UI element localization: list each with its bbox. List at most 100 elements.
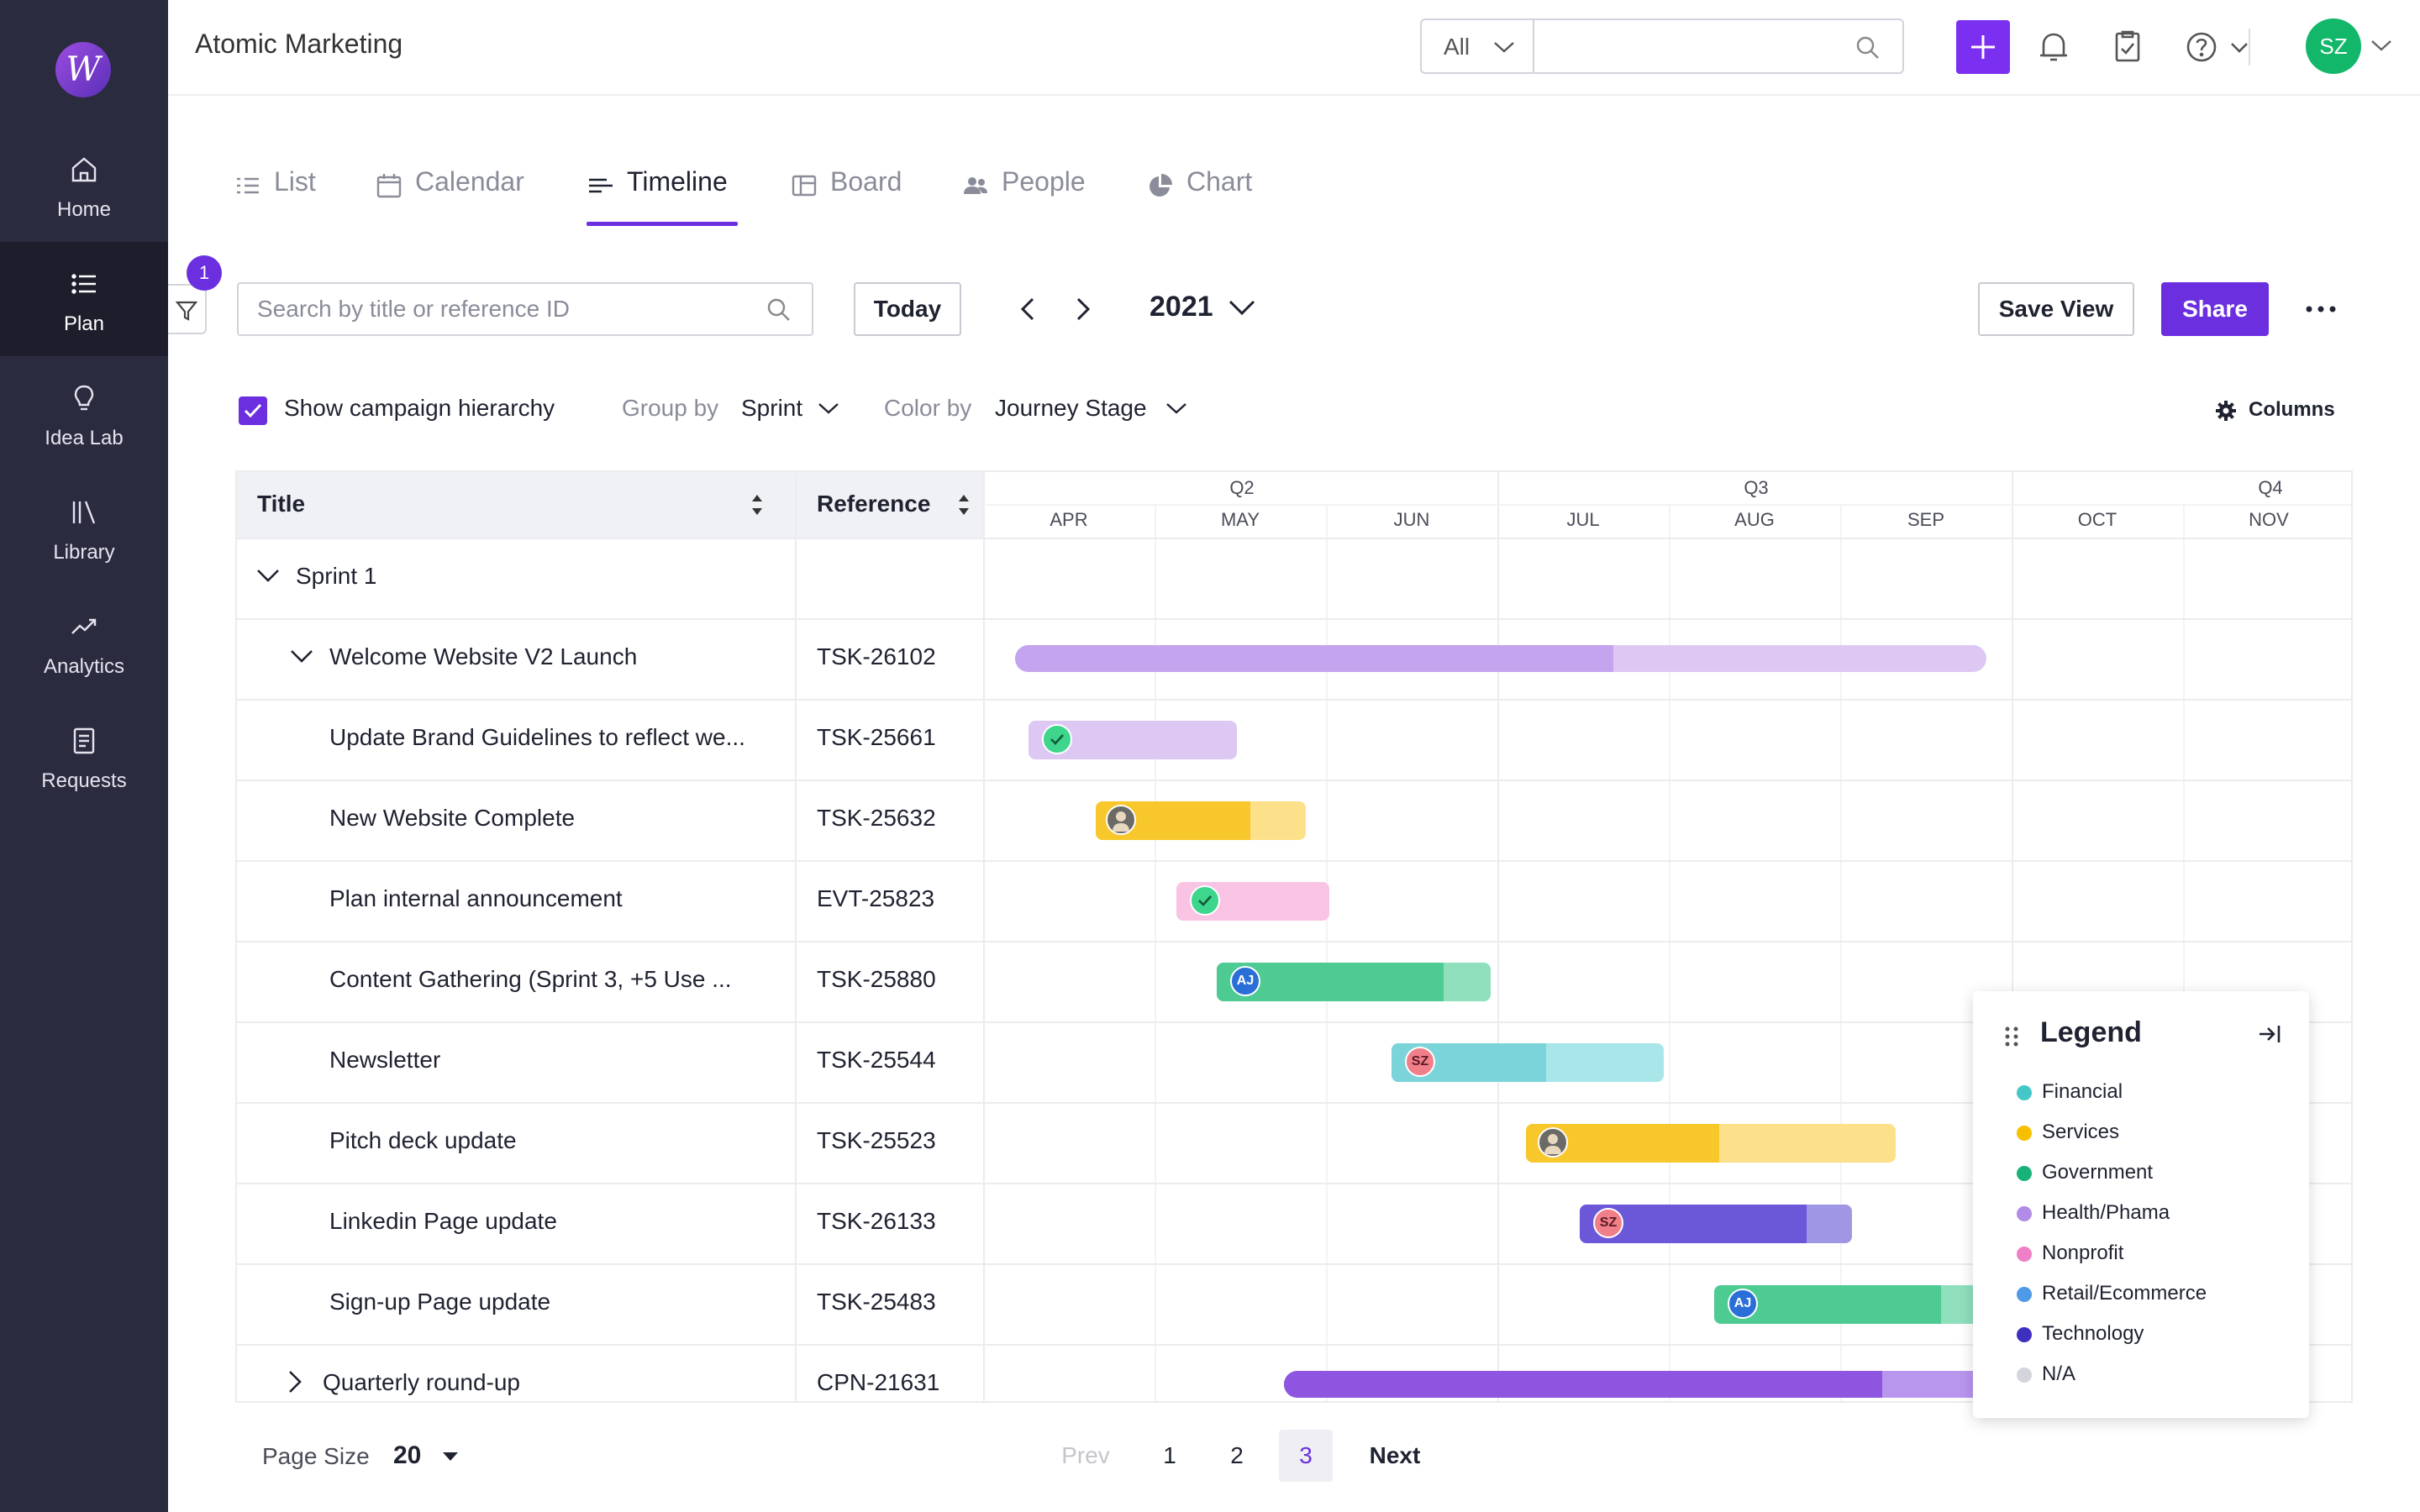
chevron-down-icon[interactable] xyxy=(817,400,840,417)
next-page-button[interactable]: Next xyxy=(1369,1442,1421,1468)
chevron-down-icon[interactable] xyxy=(255,566,281,585)
header-subdivider xyxy=(983,504,2351,506)
timeline-bar[interactable] xyxy=(1392,1043,1664,1082)
timeline-bar[interactable] xyxy=(1526,1124,1896,1163)
help-icon[interactable] xyxy=(2183,25,2254,69)
row-title[interactable]: Newsletter xyxy=(329,1047,441,1073)
month-label: OCT xyxy=(2077,509,2118,530)
board-icon xyxy=(792,175,817,197)
search-icon xyxy=(767,298,790,321)
row-reference: TSK-25523 xyxy=(817,1127,936,1153)
column-divider xyxy=(795,472,797,1401)
row-title[interactable]: New Website Complete xyxy=(329,805,576,831)
chevron-down-icon[interactable] xyxy=(289,647,314,665)
sort-icon[interactable] xyxy=(956,492,971,517)
timeline-bar[interactable] xyxy=(1015,645,1986,672)
user-avatar[interactable]: SZ xyxy=(2306,18,2361,74)
row-divider xyxy=(237,941,2351,942)
page-size-select[interactable]: 20 xyxy=(393,1441,422,1469)
timeline-search xyxy=(237,282,813,336)
drag-handle-icon[interactable] xyxy=(2003,1025,2020,1048)
tab-people[interactable]: People xyxy=(961,165,1096,227)
row-title[interactable]: Sign-up Page update xyxy=(329,1289,551,1315)
month-label: APR xyxy=(1050,509,1088,530)
sidebar-item-idea-lab[interactable]: Idea Lab xyxy=(0,356,168,470)
sidebar-item-label: Home xyxy=(56,198,112,221)
timeline-search-input[interactable] xyxy=(257,292,728,326)
timeline-bar[interactable] xyxy=(1284,1371,2040,1398)
row-reference: TSK-25880 xyxy=(817,966,936,992)
task-list-icon[interactable] xyxy=(2106,25,2149,69)
row-title[interactable]: Update Brand Guidelines to reflect we... xyxy=(329,724,745,750)
app-logo[interactable]: W xyxy=(55,42,111,97)
timeline-grid: Title Reference Q2 Q3 Q4 APR MAY JUN JUL… xyxy=(235,470,2353,1403)
table-header xyxy=(237,472,985,538)
legend-swatch xyxy=(2017,1327,2032,1342)
collapse-panel-icon[interactable] xyxy=(2257,1021,2282,1047)
sort-icon[interactable] xyxy=(750,492,765,517)
complete-check-icon xyxy=(1042,724,1072,754)
chevron-down-icon[interactable] xyxy=(2370,37,2393,54)
sidebar-item-requests[interactable]: Requests xyxy=(0,699,168,813)
chevron-right-icon[interactable] xyxy=(286,1369,304,1394)
tab-board[interactable]: Board xyxy=(790,165,909,227)
bell-icon[interactable] xyxy=(2032,25,2075,69)
group-by-select[interactable]: Sprint xyxy=(741,395,803,421)
columns-button[interactable]: Columns xyxy=(2215,396,2349,425)
plus-icon xyxy=(1971,35,1995,59)
page-2-button[interactable]: 2 xyxy=(1230,1442,1244,1468)
month-divider xyxy=(1669,504,1670,1401)
month-label: AUG xyxy=(1734,509,1775,530)
header-divider xyxy=(168,94,2420,96)
today-button[interactable]: Today xyxy=(854,282,961,336)
prev-page-button[interactable]: Prev xyxy=(1061,1442,1110,1468)
sidebar-item-plan[interactable]: Plan xyxy=(0,242,168,356)
row-title[interactable]: Plan internal announcement xyxy=(329,885,623,911)
global-search-input[interactable] xyxy=(1533,18,1904,74)
search-scope-select[interactable]: All xyxy=(1420,18,1534,74)
share-button[interactable]: Share xyxy=(2161,282,2269,336)
tab-chart[interactable]: Chart xyxy=(1146,165,1264,227)
row-title[interactable]: Welcome Website V2 Launch xyxy=(329,643,638,669)
more-options-icon[interactable] xyxy=(2302,296,2339,323)
next-period-button[interactable] xyxy=(1062,289,1102,329)
row-divider xyxy=(237,1102,2351,1104)
page-size-label: Page Size xyxy=(262,1443,370,1469)
column-header-reference[interactable]: Reference xyxy=(817,491,931,517)
save-view-button[interactable]: Save View xyxy=(1978,282,2134,336)
prev-period-button[interactable] xyxy=(1008,289,1049,329)
campaign-hierarchy-checkbox[interactable] xyxy=(239,396,267,425)
row-title[interactable]: Quarterly round-up xyxy=(323,1369,521,1395)
column-header-title[interactable]: Title xyxy=(257,491,306,517)
tab-list[interactable]: List xyxy=(234,165,326,227)
filter-button[interactable] xyxy=(168,284,207,334)
row-reference: TSK-25483 xyxy=(817,1289,936,1315)
year-selector[interactable]: 2021 xyxy=(1150,291,1213,323)
group-title[interactable]: Sprint 1 xyxy=(296,563,377,589)
document-icon xyxy=(73,727,95,754)
row-reference: TSK-25632 xyxy=(817,805,936,831)
timeline-bar[interactable] xyxy=(1580,1205,1852,1243)
row-title[interactable]: Pitch deck update xyxy=(329,1127,517,1153)
avatar-photo-icon xyxy=(1538,1127,1568,1158)
tab-calendar[interactable]: Calendar xyxy=(375,165,534,227)
add-button[interactable] xyxy=(1956,20,2010,74)
legend-swatch xyxy=(2017,1368,2032,1383)
legend-item: Nonprofit xyxy=(2017,1242,2123,1265)
row-title[interactable]: Linkedin Page update xyxy=(329,1208,557,1234)
month-divider xyxy=(2183,504,2185,1401)
page-3-button[interactable]: 3 xyxy=(1279,1430,1333,1482)
row-title[interactable]: Content Gathering (Sprint 3, +5 Use ... xyxy=(329,966,732,992)
timeline-bar-progress xyxy=(1015,645,1613,672)
caret-down-icon[interactable] xyxy=(440,1450,460,1463)
chevron-down-icon[interactable] xyxy=(1227,296,1257,319)
row-reference: TSK-26133 xyxy=(817,1208,936,1234)
sidebar-item-home[interactable]: Home xyxy=(0,128,168,242)
color-by-select[interactable]: Journey Stage xyxy=(995,395,1147,421)
chevron-down-icon[interactable] xyxy=(1165,400,1188,417)
search-scope-value: All xyxy=(1444,34,1470,60)
page-1-button[interactable]: 1 xyxy=(1163,1442,1176,1468)
sidebar-item-analytics[interactable]: Analytics xyxy=(0,585,168,699)
tab-timeline[interactable]: Timeline xyxy=(587,165,738,227)
sidebar-item-library[interactable]: Library xyxy=(0,470,168,585)
